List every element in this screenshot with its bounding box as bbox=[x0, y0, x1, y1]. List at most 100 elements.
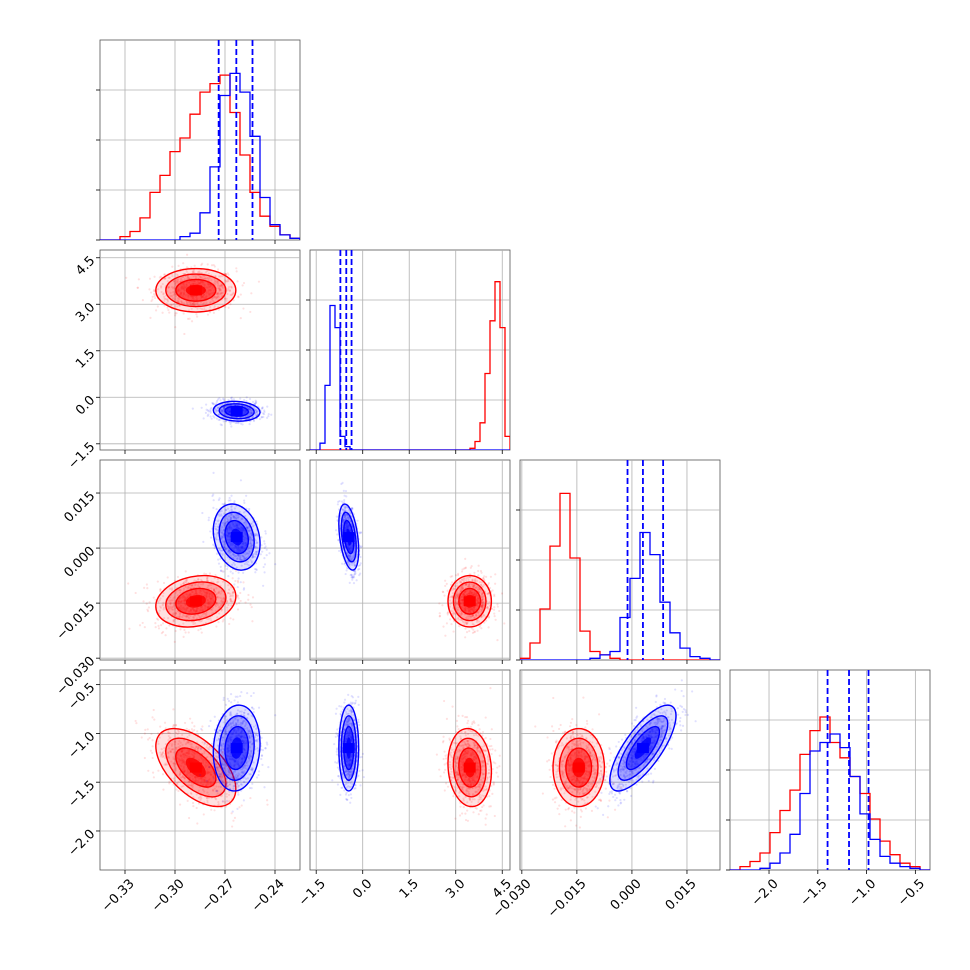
scatter-point bbox=[169, 602, 172, 605]
scatter-point bbox=[231, 563, 234, 566]
scatter-point bbox=[465, 621, 468, 624]
scatter-point bbox=[243, 521, 247, 524]
contour-line bbox=[212, 503, 261, 571]
scatter-point bbox=[468, 629, 471, 633]
scatter-point bbox=[230, 396, 234, 399]
scatter-point bbox=[229, 293, 232, 297]
scatter-point bbox=[219, 275, 222, 278]
scatter-point bbox=[486, 592, 489, 596]
scatter-point bbox=[255, 411, 258, 414]
scatter-point bbox=[215, 601, 218, 604]
scatter-point bbox=[245, 556, 249, 559]
scatter-point bbox=[201, 511, 204, 515]
scatter-point bbox=[481, 591, 484, 594]
scatter-point bbox=[249, 536, 252, 540]
scatter-point bbox=[143, 756, 146, 760]
scatter-point bbox=[217, 268, 220, 271]
histogram-series-1 bbox=[520, 531, 720, 660]
scatter-point bbox=[479, 569, 483, 573]
scatter-point bbox=[213, 416, 216, 419]
scatter-point bbox=[346, 515, 349, 518]
scatter-point bbox=[172, 756, 175, 759]
scatter-point bbox=[156, 732, 160, 735]
scatter-point bbox=[461, 585, 464, 588]
scatter-point bbox=[219, 557, 222, 560]
scatter-point bbox=[203, 572, 206, 575]
scatter-point bbox=[216, 409, 219, 412]
scatter-point bbox=[254, 550, 258, 553]
scatter-point bbox=[471, 631, 475, 634]
scatter-point bbox=[172, 724, 175, 727]
scatter-point bbox=[189, 614, 192, 618]
scatter-point bbox=[250, 532, 253, 535]
scatter-point bbox=[174, 611, 178, 614]
scatter-point bbox=[150, 291, 153, 294]
scatter-point bbox=[228, 592, 232, 595]
scatter-point bbox=[196, 747, 200, 750]
scatter-point bbox=[473, 584, 476, 587]
scatter-point bbox=[219, 513, 223, 516]
scatter-point bbox=[232, 516, 235, 519]
scatter-point bbox=[220, 775, 223, 778]
scatter-point bbox=[460, 585, 463, 588]
scatter-point bbox=[441, 604, 444, 607]
scatter-point bbox=[179, 583, 183, 586]
scatter-point bbox=[438, 615, 441, 618]
scatter-point bbox=[173, 601, 176, 604]
scatter-point bbox=[343, 515, 346, 518]
scatter-point bbox=[161, 595, 165, 598]
scatter-point bbox=[207, 410, 210, 413]
scatter-point bbox=[349, 519, 352, 523]
scatter-point bbox=[481, 603, 485, 606]
scatter-point bbox=[254, 539, 258, 542]
scatter-point bbox=[217, 287, 220, 290]
scatter-point bbox=[240, 559, 244, 562]
scatter-point bbox=[347, 560, 350, 564]
scatter-point bbox=[227, 549, 231, 552]
scatter-point bbox=[452, 611, 456, 615]
scatter-point bbox=[461, 612, 464, 615]
scatter-point bbox=[243, 501, 246, 505]
scatter-point bbox=[223, 522, 227, 525]
scatter-point bbox=[450, 601, 453, 604]
scatter-point bbox=[221, 412, 225, 415]
scatter-point bbox=[191, 785, 194, 788]
scatter-point bbox=[480, 593, 484, 596]
scatter-point bbox=[345, 566, 349, 569]
scatter-point bbox=[469, 616, 472, 619]
scatter-point bbox=[206, 313, 210, 316]
scatter-point bbox=[197, 745, 200, 748]
scatter-point bbox=[242, 571, 245, 574]
scatter-point bbox=[207, 272, 210, 275]
scatter-point bbox=[336, 503, 339, 506]
scatter-point bbox=[190, 307, 193, 310]
scatter-point bbox=[493, 606, 496, 609]
scatter-point bbox=[236, 594, 239, 597]
scatter-point bbox=[353, 561, 356, 564]
scatter-point bbox=[460, 612, 463, 615]
scatter-point bbox=[156, 580, 159, 583]
scatter-point bbox=[242, 581, 245, 584]
scatter-point bbox=[471, 622, 474, 625]
scatter-point bbox=[205, 572, 208, 576]
scatter-point bbox=[485, 606, 489, 609]
scatter-point bbox=[199, 620, 202, 623]
scatter-point bbox=[465, 631, 469, 634]
scatter-point bbox=[465, 577, 468, 580]
scatter-point bbox=[452, 612, 455, 615]
scatter-point bbox=[211, 296, 215, 299]
scatter-point bbox=[215, 507, 218, 511]
scatter-point bbox=[172, 708, 175, 711]
scatter-point bbox=[216, 295, 219, 298]
scatter-point bbox=[159, 725, 162, 728]
scatter-point bbox=[493, 612, 496, 615]
scatter-point bbox=[174, 295, 178, 298]
scatter-point bbox=[236, 280, 239, 283]
scatter-point bbox=[229, 303, 232, 306]
scatter-point bbox=[219, 569, 222, 572]
scatter-point bbox=[175, 748, 178, 751]
scatter-point bbox=[227, 515, 230, 518]
scatter-point bbox=[228, 289, 232, 292]
scatter-point bbox=[201, 262, 204, 265]
scatter-point bbox=[351, 507, 354, 510]
